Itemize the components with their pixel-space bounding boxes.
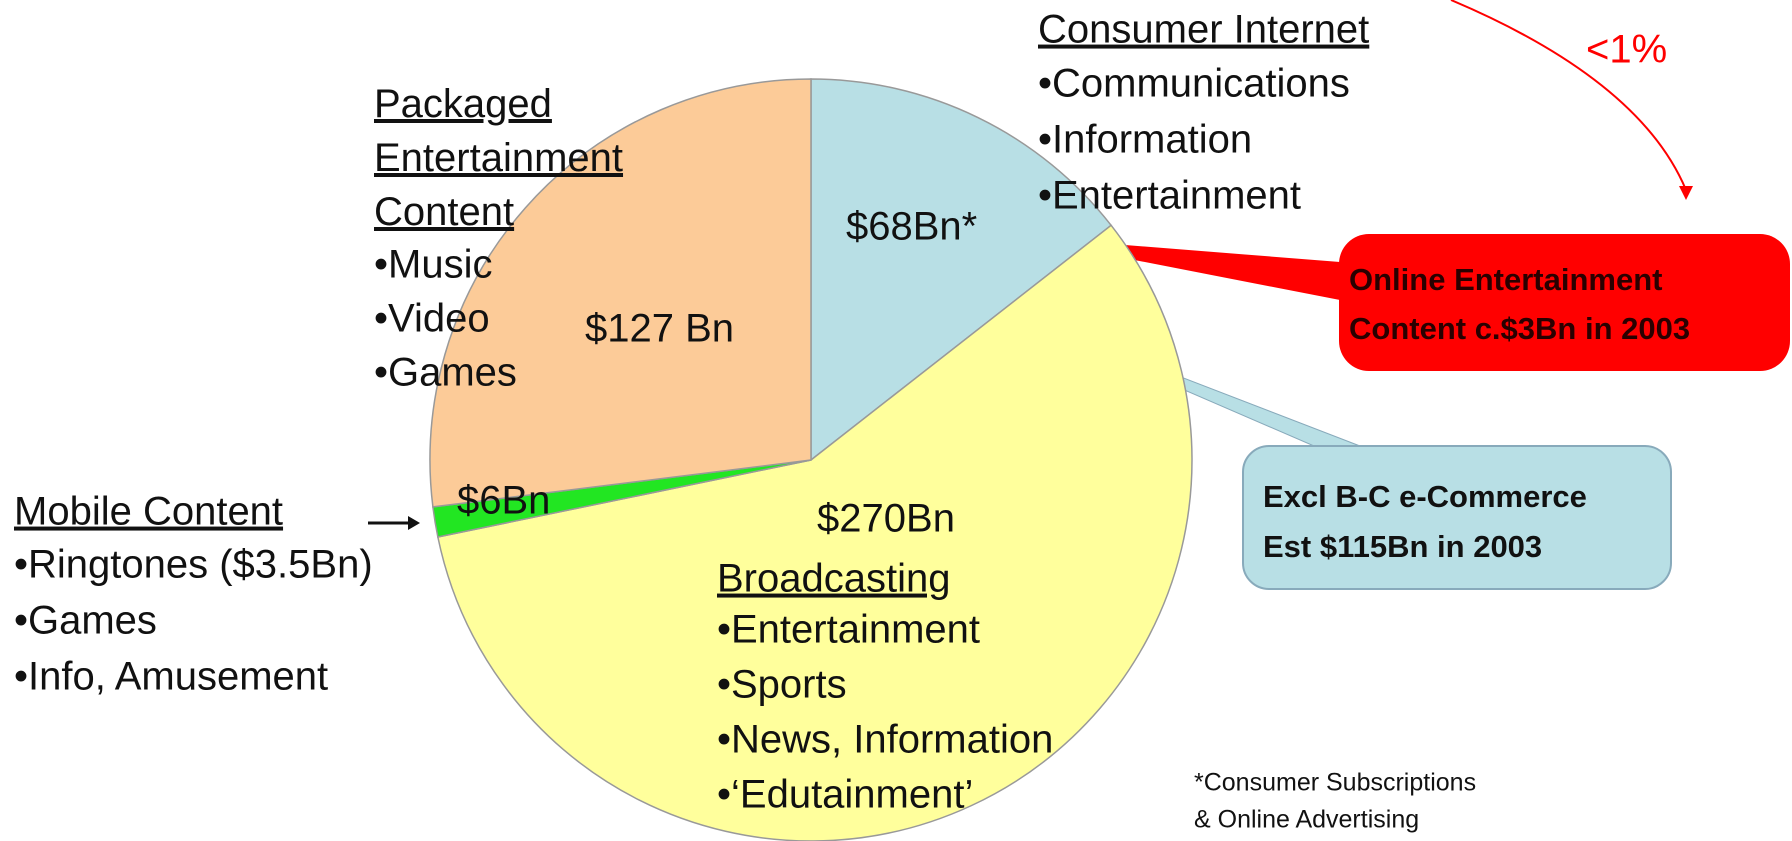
bullet-item: •Music <box>374 243 492 287</box>
online-callout-box <box>1339 234 1790 371</box>
value-label: $270Bn <box>817 497 955 541</box>
bullet-item: •Ringtones ($3.5Bn) <box>14 543 373 587</box>
footnote: & Online Advertising <box>1194 806 1419 834</box>
online-callout-text: Content c.$3Bn in 2003 <box>1349 311 1690 346</box>
value-label: $68Bn* <box>846 205 977 249</box>
footnote: *Consumer Subscriptions <box>1194 769 1476 797</box>
pie-slice <box>436 224 1193 841</box>
bullet-item: •Info, Amusement <box>14 655 328 699</box>
mobile-arrowhead <box>408 516 420 530</box>
ecommerce-callout-text: Excl B-C e-Commerce <box>1263 479 1587 514</box>
pie-slice <box>810 78 1113 462</box>
bullet-item: •Entertainment <box>1038 174 1301 218</box>
online-callout-text: Online Entertainment <box>1349 262 1662 297</box>
category-title: Mobile Content <box>14 490 283 534</box>
ecommerce-callout-text: Est $115Bn in 2003 <box>1263 529 1542 564</box>
share-arrow <box>1450 0 1687 191</box>
bullet-item: •Games <box>14 599 157 643</box>
bullet-item: •News, Information <box>717 718 1053 762</box>
bullet-item: •Entertainment <box>717 608 980 652</box>
pie <box>429 78 1193 841</box>
category-title: Consumer Internet <box>1038 8 1369 52</box>
bullet-item: •Video <box>374 297 490 341</box>
bullet-item: •‘Edutainment’ <box>717 773 973 817</box>
labels: $68Bn* $270Bn $6Bn $127 Bn Consumer Internet… <box>14 8 1369 817</box>
value-label: $127 Bn <box>585 307 734 351</box>
category-title: Broadcasting <box>717 557 950 601</box>
bullet-item: •Communications <box>1038 62 1350 106</box>
category-title: Packaged Entertainment Content <box>374 82 623 234</box>
bullet-item: •Sports <box>717 663 847 707</box>
bullet-item: •Games <box>374 351 517 395</box>
share-annotation: <1% <box>1586 28 1667 72</box>
pie-slice <box>429 78 812 508</box>
bullet-item: •Information <box>1038 118 1252 162</box>
ecommerce-callout-box <box>1242 445 1672 590</box>
share-arrowhead <box>1679 186 1693 200</box>
value-label: $6Bn <box>457 479 550 523</box>
